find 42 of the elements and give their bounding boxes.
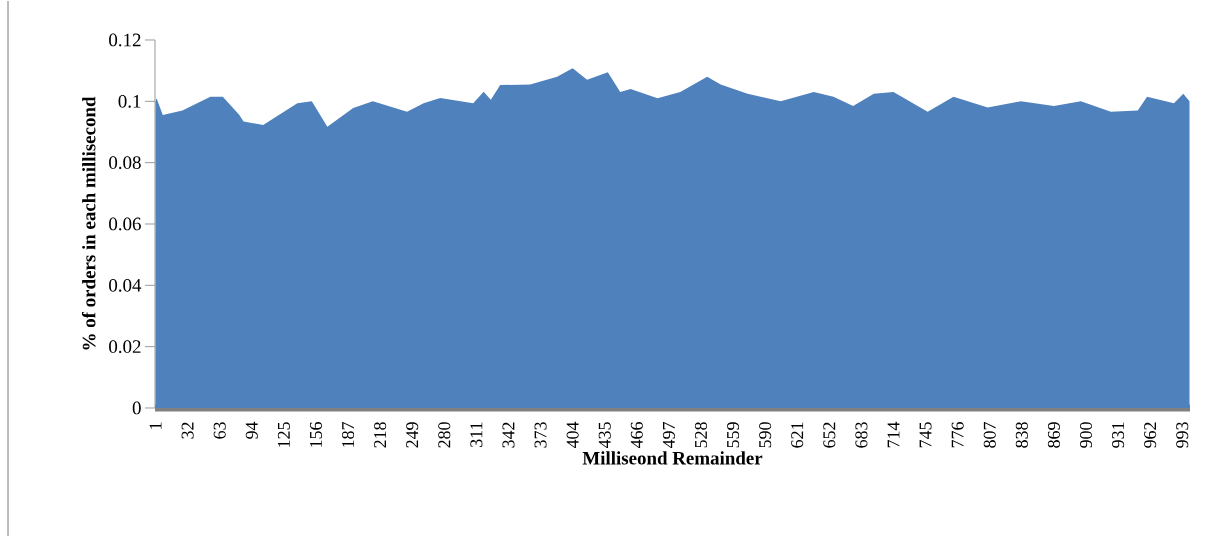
x-tick-label: 249	[406, 422, 419, 448]
x-tick-label: 807	[983, 422, 996, 448]
x-tick-label: 404	[566, 421, 579, 449]
y-tick-label: 0.12	[109, 33, 141, 47]
x-tick-label: 187	[341, 422, 355, 447]
x-tick-label: 125	[277, 422, 290, 447]
x-tick-label: 838	[1015, 422, 1028, 448]
x-tick-label: 714	[887, 421, 900, 448]
x-tick-label: 683	[855, 422, 868, 448]
x-tick-label: 94	[245, 421, 258, 439]
x-tick-label: 373	[534, 422, 547, 448]
y-tick-label: 0.1	[118, 94, 141, 108]
x-axis-title: Milliseond Remainder	[582, 451, 763, 465]
x-tick-label: 156	[309, 422, 322, 447]
x-tick-label: 497	[662, 422, 675, 449]
y-tick-label: 0.06	[109, 217, 141, 231]
x-tick-label: 900	[1079, 422, 1093, 448]
x-tick-label: 1	[149, 422, 162, 429]
x-tick-label: 63	[213, 422, 226, 439]
x-tick-label: 559	[727, 422, 740, 448]
y-tick-label: 0.08	[109, 156, 141, 170]
x-tick-label: 32	[181, 422, 194, 439]
x-tick-label: 528	[694, 422, 708, 448]
x-tick-label: 435	[598, 422, 611, 449]
x-tick-label: 311	[470, 422, 483, 447]
y-tick-label: 0	[132, 401, 141, 415]
y-tick-label: 0.02	[109, 340, 141, 354]
x-tick-label: 280	[438, 422, 451, 448]
x-tick-label: 776	[951, 422, 964, 448]
x-tick-label: 466	[630, 422, 643, 449]
x-tick-label: 869	[1047, 422, 1060, 448]
y-tick-label: 0.04	[109, 278, 142, 292]
x-tick-label: 745	[919, 422, 932, 448]
x-tick-label: 621	[791, 422, 804, 448]
x-tick-label: 590	[759, 422, 772, 448]
y-axis-title: % of orders in each millisecond	[81, 96, 96, 350]
x-tick-label: 993	[1176, 422, 1189, 448]
x-tick-label: 962	[1144, 422, 1157, 448]
x-tick-label: 931	[1112, 422, 1125, 448]
x-tick-label: 218	[374, 422, 387, 448]
x-tick-label: 342	[502, 422, 515, 448]
x-tick-label: 652	[823, 422, 836, 448]
